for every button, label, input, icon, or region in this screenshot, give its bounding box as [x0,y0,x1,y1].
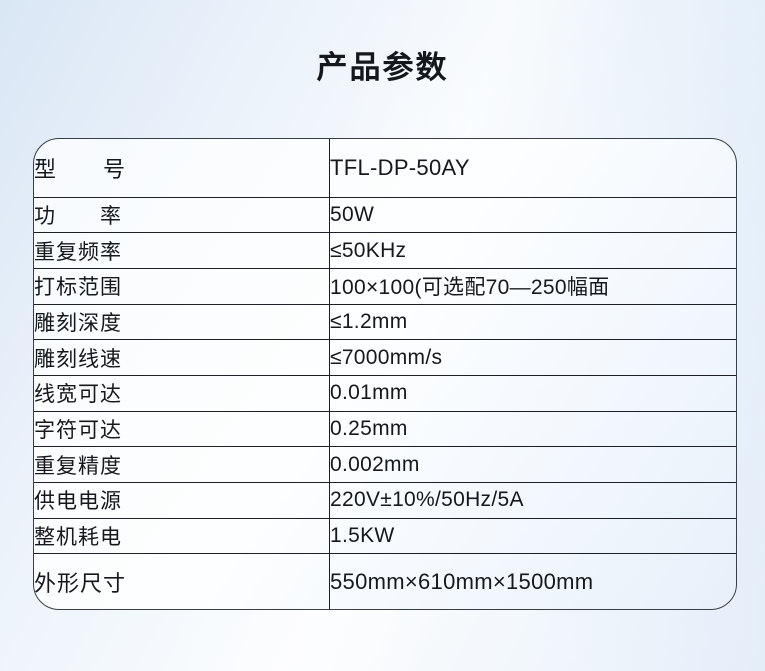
spec-label: 功 率 [34,197,330,234]
spec-value: 0.01mm [329,375,736,412]
spec-value: 1.5KW [329,518,736,555]
spec-label: 重复频率 [34,232,330,270]
spec-value: 0.25mm [329,411,736,448]
spec-card: 型 号 TFL-DP-50AY 功 率 50W 重复频率 ≤50KHz 打标范围… [33,138,737,610]
spec-table: 型 号 TFL-DP-50AY 功 率 50W 重复频率 ≤50KHz 打标范围… [34,139,736,609]
page-title: 产品参数 [316,50,449,85]
spec-value: ≤7000mm/s [329,339,736,376]
table-row: 雕刻深度 ≤1.2mm [34,304,736,341]
table-row: 重复频率 ≤50KHz [34,232,736,270]
spec-value: ≤1.2mm [329,304,736,341]
spec-label: 重复精度 [34,446,330,483]
spec-value: 0.002mm [329,446,736,483]
spec-value: ≤50KHz [329,232,736,270]
spec-value: TFL-DP-50AY [329,139,736,198]
table-row: 线宽可达 0.01mm [34,375,736,412]
spec-table-body: 型 号 TFL-DP-50AY 功 率 50W 重复频率 ≤50KHz 打标范围… [34,139,736,609]
spec-label: 型 号 [34,139,330,198]
spec-value: 550mm×610mm×1500mm [330,568,594,594]
spec-label: 打标范围 [34,268,330,305]
spec-value: 100×100(可选配70—250幅面 [329,268,736,305]
table-row: 功 率 50W [34,197,736,234]
spec-label: 雕刻深度 [34,304,330,341]
table-row: 外形尺寸 550mm×610mm×1500mm [34,553,736,609]
table-row: 重复精度 0.002mm [34,446,736,483]
spec-label: 雕刻线速 [34,339,330,376]
table-row: 雕刻线速 ≤7000mm/s [34,339,736,376]
spec-label: 外形尺寸 [34,553,330,609]
spec-label: 线宽可达 [34,375,330,412]
table-row: 整机耗电 1.5KW [34,518,736,555]
table-row: 供电电源 220V±10%/50Hz/5A [34,482,736,519]
spec-label: 整机耗电 [34,518,330,555]
spec-label: 字符可达 [34,411,330,448]
spec-value: 50W [329,197,736,234]
table-row: 字符可达 0.25mm [34,411,736,448]
spec-label: 供电电源 [34,482,330,519]
spec-value: 220V±10%/50Hz/5A [329,482,736,519]
table-row: 型 号 TFL-DP-50AY [34,139,736,198]
table-row: 打标范围 100×100(可选配70—250幅面 [34,268,736,305]
